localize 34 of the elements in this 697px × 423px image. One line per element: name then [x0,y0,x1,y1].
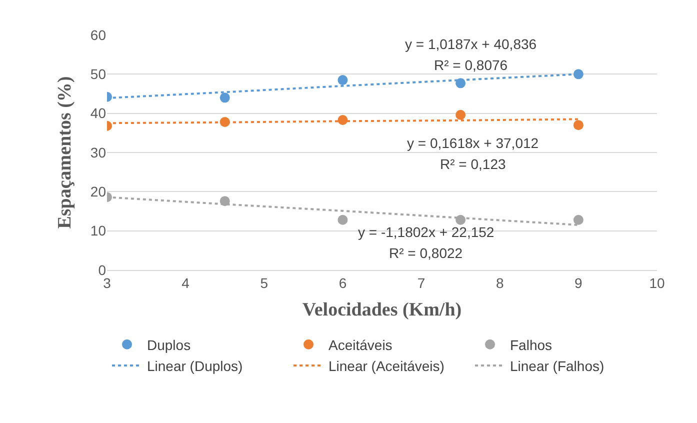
point [456,110,466,120]
x-tick-label: 8 [496,274,504,291]
y-tick-label: 30 [90,144,106,160]
annotation: R² = 0,8022 [389,245,463,261]
legend-label: Linear (Falhos) [510,358,604,374]
y-tick-label: 10 [90,222,106,239]
annotation: R² = 0,8076 [434,57,508,73]
x-tick-label: 10 [649,274,665,291]
point [338,214,348,225]
x-tick-label: 4 [182,274,190,291]
point [338,75,348,86]
x-tick-label: 7 [417,274,426,291]
annotation: y = 0,1618x + 37,012 [407,135,539,151]
x-tick-label: 5 [260,274,268,291]
y-tick-label: 40 [90,105,106,122]
point [573,69,584,80]
x-tick-label: 6 [338,274,347,291]
annotation: y = -1,1802x + 22,152 [358,224,494,240]
y-tick-label: 50 [90,66,106,82]
legend-label: Linear (Aceitáveis) [328,358,444,374]
point [220,92,230,103]
annotation: R² = 0,123 [440,156,506,172]
legend-label: Falhos [510,336,552,353]
point [573,120,584,130]
point [573,214,584,225]
y-axis-title: Espaçamentos (%) [54,76,76,229]
legend-label: Linear (Duplos) [147,358,243,374]
annotation: y = 1,0187x + 40,836 [405,36,537,52]
legend-label: Aceitáveis [328,336,392,353]
x-axis-title: Velocidades (Km/h) [302,300,462,321]
x-tick-label: 9 [574,274,583,291]
y-tick-label: 60 [90,26,106,43]
legend-label: Duplos [147,336,191,353]
y-tick-label: 20 [90,184,106,200]
